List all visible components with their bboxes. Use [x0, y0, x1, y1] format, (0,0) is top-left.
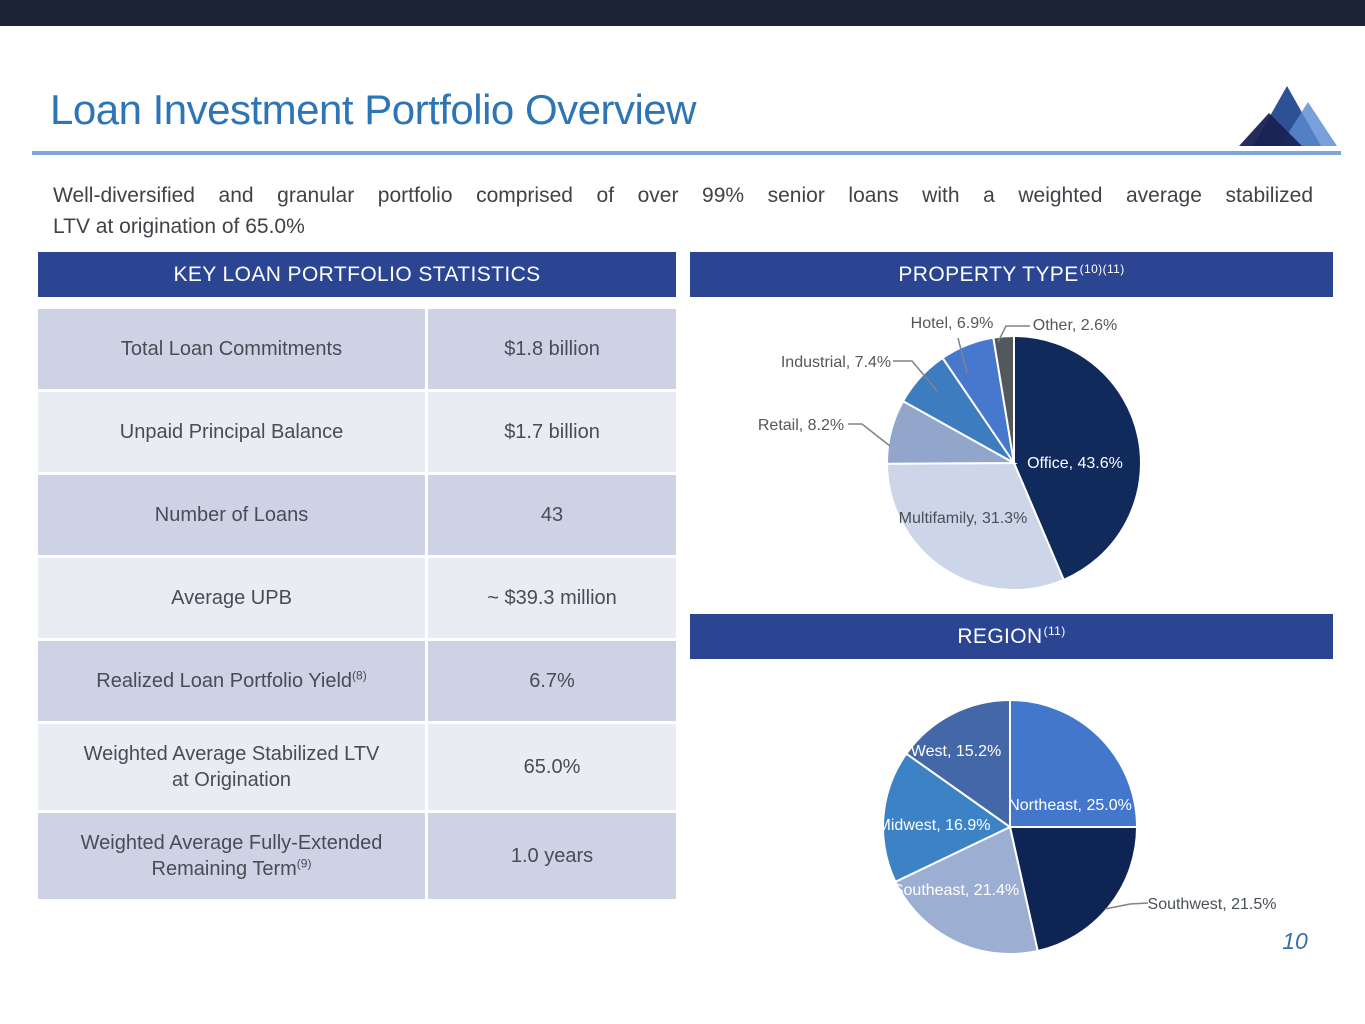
pie-slice-southwest	[1008, 826, 1139, 953]
title-underline	[32, 151, 1341, 155]
stats-row-value: 1.0 years	[428, 813, 676, 899]
pie-slice-northeast	[1009, 698, 1139, 828]
leader-line-retail	[848, 423, 891, 447]
stats-row-label: Realized Loan Portfolio Yield(8)	[38, 641, 425, 721]
stats-row-label: Number of Loans	[38, 475, 425, 555]
stats-row-label: Weighted Average Stabilized LTV at Origi…	[38, 724, 425, 810]
pie-label-other: Other, 2.6%	[1033, 317, 1118, 334]
stats-row-1: Total Loan Commitments $1.8 billion	[38, 309, 676, 389]
pie-slice-midwest	[882, 752, 1012, 884]
region-pie-chart: Northeast, 25.0% Southwest, 21.5% Southeas…	[878, 698, 1277, 955]
property-type-pie-chart: Office, 43.6% Multifamily, 31.3% Retail, 8…	[758, 315, 1142, 591]
pie-label-midwest: Midwest, 16.9%	[878, 817, 991, 834]
top-accent-bar	[0, 0, 1365, 26]
stats-row-3: Number of Loans 43	[38, 475, 676, 555]
stats-row-value: $1.7 billion	[428, 392, 676, 472]
region-footnote: (11)	[1043, 623, 1066, 638]
pie-label-hotel: Hotel, 6.9%	[911, 315, 994, 332]
pie-slice-southeast	[894, 825, 1039, 955]
stats-row-value: 65.0%	[428, 724, 676, 810]
stats-table-header: KEY LOAN PORTFOLIO STATISTICS	[38, 252, 676, 297]
subtitle-line-2: LTV at origination of 65.0%	[53, 215, 305, 238]
stats-row-6: Weighted Average Stabilized LTV at Origi…	[38, 724, 676, 810]
stats-row-7: Weighted Average Fully-Extended Remainin…	[38, 813, 676, 899]
page-number: 10	[1282, 928, 1308, 954]
pie-label-southwest: Southwest, 21.5%	[1148, 896, 1277, 913]
stats-row-value: 43	[428, 475, 676, 555]
pie-label-office: Office, 43.6%	[1027, 455, 1123, 472]
stats-row-label: Total Loan Commitments	[38, 309, 425, 389]
leader-line-southwest	[1104, 902, 1149, 910]
pie-label-multifamily: Multifamily, 31.3%	[899, 510, 1028, 527]
pie-label-southeast: Southeast, 21.4%	[893, 882, 1019, 899]
pie-slice-office	[1013, 334, 1142, 582]
pie-slice-west	[904, 698, 1011, 829]
stats-row-2: Unpaid Principal Balance $1.7 billion	[38, 392, 676, 472]
stats-row-label: Weighted Average Fully-Extended Remainin…	[38, 813, 425, 899]
subtitle: Well-diversified and granular portfolio …	[53, 180, 1313, 242]
region-title: REGION	[957, 624, 1043, 648]
property-type-footnote: (10)(11)	[1079, 261, 1125, 276]
mountain-logo	[1239, 86, 1337, 146]
page-title: Loan Investment Portfolio Overview	[50, 86, 696, 133]
stats-row-value: $1.8 billion	[428, 309, 676, 389]
property-type-header: PROPERTY TYPE(10)(11)	[690, 252, 1333, 297]
pie-slice-other	[992, 334, 1015, 464]
pie-label-industrial: Industrial, 7.4%	[781, 354, 891, 371]
pie-label-west: West, 15.2%	[911, 743, 1001, 760]
stats-table-title: KEY LOAN PORTFOLIO STATISTICS	[173, 262, 541, 286]
pie-label-retail: Retail, 8.2%	[758, 417, 844, 434]
leader-line-other	[997, 325, 1030, 343]
pie-label-northeast: Northeast, 25.0%	[1008, 797, 1132, 814]
subtitle-line-1: Well-diversified and granular portfolio …	[53, 184, 1313, 207]
pie-slice-multifamily	[885, 461, 1066, 591]
stats-row-label: Average UPB	[38, 558, 425, 638]
leader-line-hotel	[957, 337, 968, 374]
stats-row-value: ~ $39.3 million	[428, 558, 676, 638]
stats-row-label: Unpaid Principal Balance	[38, 392, 425, 472]
region-header: REGION(11)	[690, 614, 1333, 659]
leader-line-industrial	[893, 360, 939, 393]
stats-table: Total Loan Commitments $1.8 billion Unpaid…	[38, 309, 676, 902]
stats-row-5: Realized Loan Portfolio Yield(8) 6.7%	[38, 641, 676, 721]
stats-row-4: Average UPB ~ $39.3 million	[38, 558, 676, 638]
property-type-title: PROPERTY TYPE	[898, 262, 1079, 286]
stats-row-value: 6.7%	[428, 641, 676, 721]
